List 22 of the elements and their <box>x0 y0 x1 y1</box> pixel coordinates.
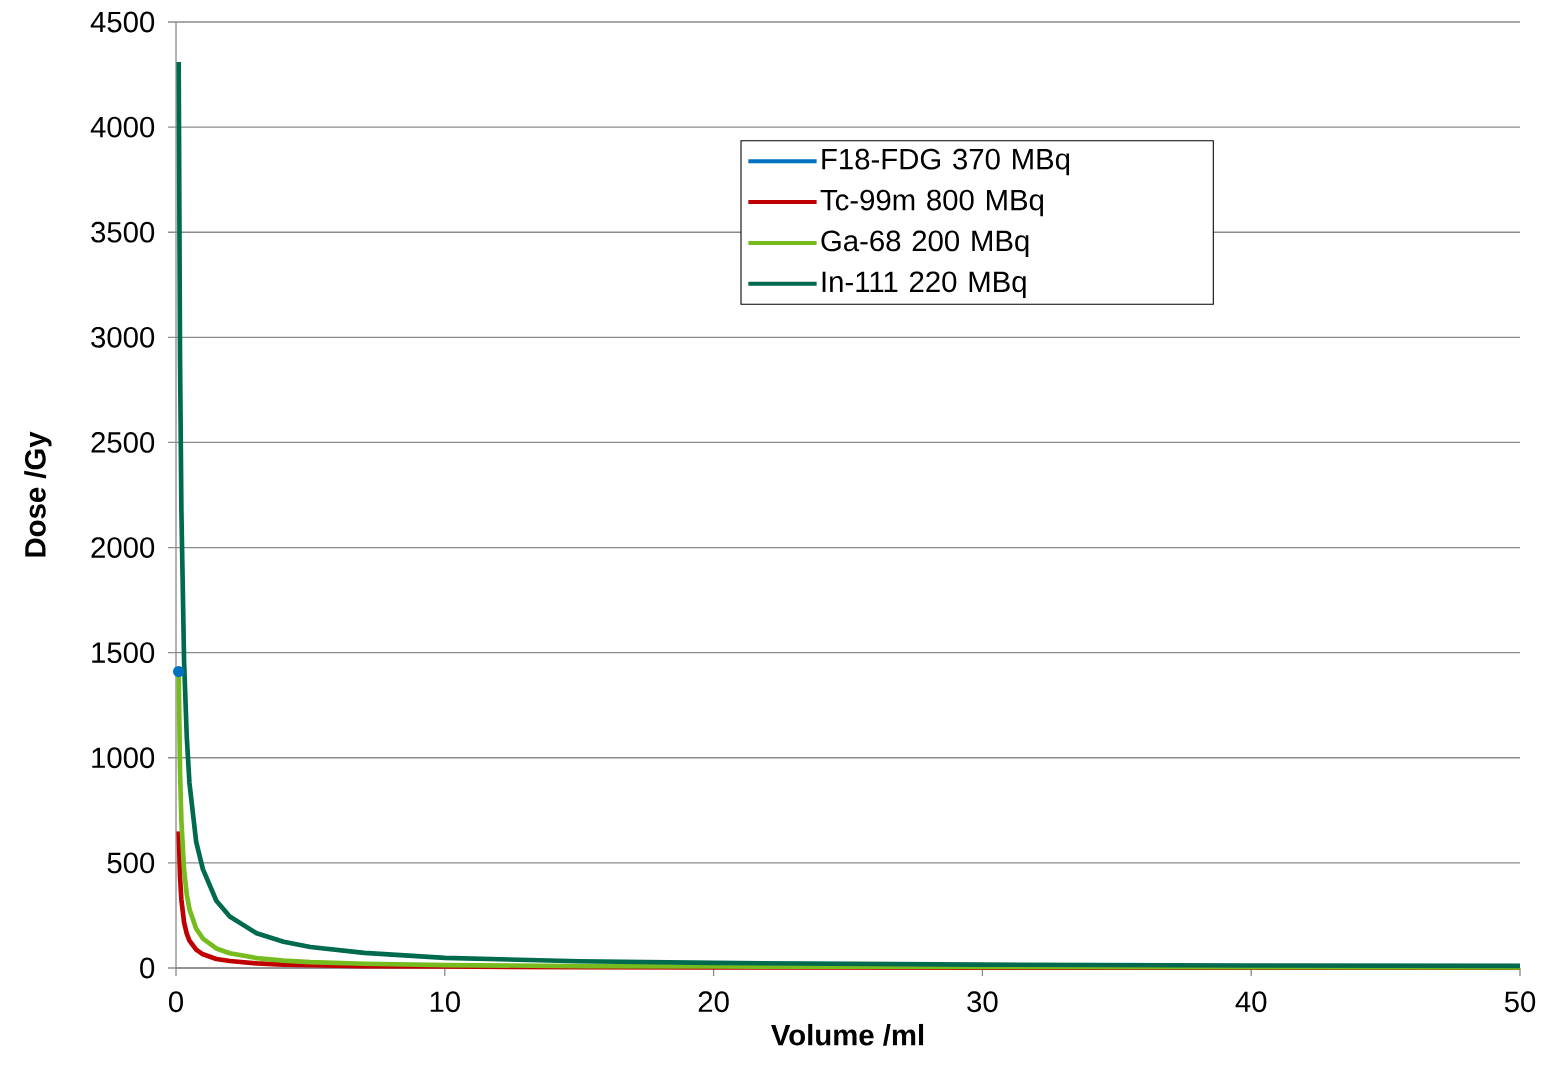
x-tick-label: 50 <box>1504 991 1536 1013</box>
x-tick-label: 0 <box>169 991 184 1013</box>
y-tick-label: 4000 <box>90 116 155 138</box>
legend-label: In-111 220 MBq <box>822 271 1026 298</box>
legend-label: F18-FDG 370 MBq <box>822 148 1070 176</box>
legend-label: Tc-99m 800 MBq <box>820 189 1044 217</box>
y-tick-label: 3000 <box>91 326 155 348</box>
x-tick-label: 40 <box>1235 991 1267 1013</box>
legend-label: Ga-68 200 MBq <box>821 230 1029 258</box>
x-tick-label: 20 <box>698 991 729 1013</box>
y-tick-label: 2000 <box>91 537 155 558</box>
y-tick-label: 1000 <box>92 747 155 769</box>
y-axis-title: Dose /Gy <box>24 431 52 557</box>
x-tick-label: 10 <box>430 991 460 1013</box>
y-tick-label: 3500 <box>91 221 155 243</box>
x-tick-label: 30 <box>967 991 998 1013</box>
x-axis-title: Volume /ml <box>771 1023 924 1046</box>
y-tick-label: 4500 <box>90 11 155 33</box>
y-tick-label: 2500 <box>91 432 155 453</box>
y-tick-label: 0 <box>140 957 155 979</box>
y-tick-label: 1500 <box>92 642 155 664</box>
y-tick-label: 500 <box>107 852 155 874</box>
